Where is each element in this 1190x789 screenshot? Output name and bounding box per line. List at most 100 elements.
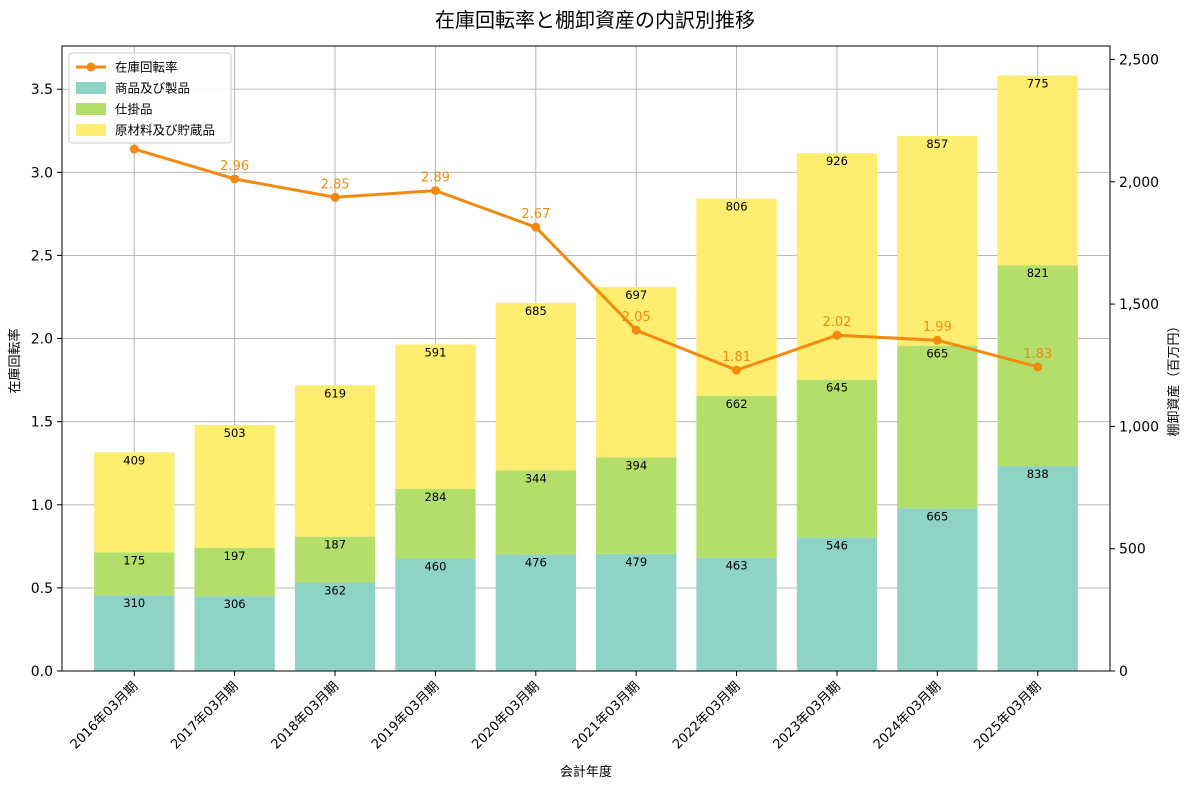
y-left-tick-label: 3.5: [31, 82, 53, 98]
turnover-value-label: 1.99: [923, 320, 952, 335]
y-right-tick-label: 500: [1119, 542, 1146, 558]
turnover-point: [330, 192, 340, 202]
bar-value-label: 310: [123, 596, 145, 610]
x-tick-label: 2020年03月期: [469, 679, 542, 752]
bar-segment: [495, 554, 576, 671]
turnover-point: [1033, 362, 1043, 372]
x-tick-label: 2016年03月期: [68, 679, 141, 752]
bar-value-label: 821: [1027, 266, 1049, 280]
y-left-tick-label: 2.0: [31, 332, 53, 348]
bar-value-label: 409: [123, 453, 145, 467]
bar-segment: [294, 385, 376, 537]
y-right-tick-label: 1,000: [1119, 419, 1159, 435]
turnover-value-label: 1.81: [722, 350, 751, 365]
x-tick-label: 2019年03月期: [369, 679, 442, 752]
y-right-tick-label: 1,500: [1119, 297, 1159, 313]
bar-value-label: 645: [826, 381, 848, 395]
turnover-value-label: 2.89: [421, 171, 450, 186]
x-tick-label: 2023年03月期: [771, 679, 844, 752]
bar-segment: [395, 344, 476, 490]
y-left-tick-label: 3.0: [31, 165, 53, 181]
bar-segment: [495, 302, 576, 471]
bar-segment: [395, 489, 476, 559]
bar-value-label: 806: [726, 200, 748, 214]
bar-value-label: 463: [726, 559, 748, 573]
y-left-tick-label: 0.0: [31, 664, 53, 680]
bar-value-label: 591: [424, 345, 446, 359]
bars: [94, 75, 1078, 671]
turnover-point: [932, 335, 942, 345]
y-right-tick-label: 0: [1119, 664, 1128, 680]
turnover-point: [531, 222, 541, 232]
bar-segment: [294, 582, 376, 671]
data-labels: 310 306 362 460 476 479 463 546 665 838 175 197 187 2…: [123, 77, 1052, 612]
x-tick-label: 2018年03月期: [269, 679, 342, 752]
bar-value-label: 503: [224, 426, 246, 440]
y-right-tick-label: 2,500: [1119, 52, 1159, 68]
y-left-tick-label: 0.5: [31, 581, 53, 597]
bar-value-label: 362: [324, 583, 346, 597]
bar-segment: [94, 595, 175, 671]
bar-segment: [796, 153, 878, 380]
bar-segment: [796, 537, 878, 671]
y-left-tick-label: 1.0: [31, 498, 53, 514]
turnover-value-label: 1.83: [1023, 347, 1052, 362]
turnover-line: [129, 144, 1043, 375]
bar-value-label: 838: [1027, 467, 1049, 481]
legend-entry: 原材料及び貯蔵品: [115, 123, 215, 138]
x-axis-label: 会計年度: [560, 764, 612, 780]
y-axis-right-label: 棚卸資産（百万円）: [1166, 319, 1182, 436]
bar-value-label: 546: [826, 538, 848, 552]
bar-value-label: 175: [123, 553, 145, 567]
y-right-tick-label: 2,000: [1119, 175, 1159, 191]
bar-value-label: 344: [525, 471, 547, 485]
bar-value-label: 697: [625, 288, 647, 302]
bar-segment: [596, 457, 677, 554]
turnover-value-label: 2.85: [321, 177, 350, 192]
x-tick-label: 2024年03月期: [871, 679, 944, 752]
turnover-point: [230, 174, 240, 184]
bar-value-label: 665: [926, 509, 948, 523]
bar-value-label: 394: [625, 458, 647, 472]
bar-value-label: 284: [424, 490, 446, 504]
bar-segment: [194, 547, 275, 597]
legend-box: [68, 52, 232, 144]
bar-value-label: 926: [826, 154, 848, 168]
plot-frame: [61, 45, 1111, 672]
bar-segment: [897, 508, 978, 671]
legend-bar-swatch: [76, 82, 106, 94]
turnover-line-path: [133, 147, 1039, 372]
turnover-value-label: 2.96: [220, 159, 249, 174]
bar-value-label: 460: [424, 559, 446, 573]
turnover-point: [832, 330, 842, 340]
bar-value-label: 775: [1027, 77, 1049, 91]
x-tick-label: 2021年03月期: [570, 679, 643, 752]
bar-segment: [997, 75, 1078, 266]
x-tick-label: 2017年03月期: [168, 679, 241, 752]
turnover-point: [129, 144, 139, 154]
bar-segment: [997, 466, 1078, 671]
bar-value-label: 685: [525, 304, 547, 318]
legend-entry: 仕掛品: [115, 102, 153, 117]
turnover-value-label: 2.67: [521, 207, 550, 222]
bar-segment: [194, 596, 275, 671]
bar-segment: [796, 379, 878, 538]
bar-segment: [395, 558, 476, 671]
turnover-point: [732, 365, 742, 375]
bar-segment: [696, 557, 777, 671]
bar-value-label: 665: [926, 347, 948, 361]
bar-segment: [596, 286, 677, 458]
bar-segment: [897, 345, 978, 509]
bar-value-label: 479: [625, 555, 647, 569]
y-left-tick-label: 1.5: [31, 415, 53, 431]
bar-value-label: 619: [324, 386, 346, 400]
y-axis-left-label: 在庫回転率: [7, 328, 23, 393]
bar-value-label: 662: [726, 397, 748, 411]
bar-value-label: 187: [324, 538, 346, 552]
x-tick-label: 2022年03月期: [670, 679, 743, 752]
bar-value-label: 197: [224, 549, 246, 563]
legend-marker: [86, 62, 96, 72]
bar-segment: [94, 452, 175, 553]
bar-segment: [696, 198, 777, 396]
